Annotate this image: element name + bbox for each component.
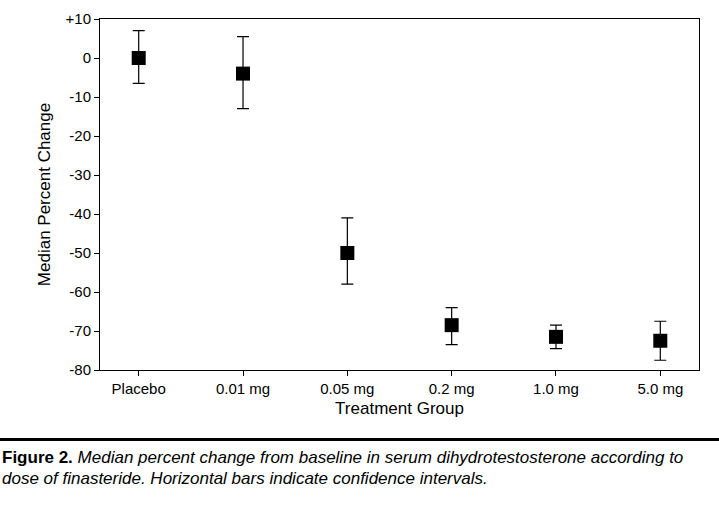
svg-text:-70: -70 [69, 322, 91, 339]
svg-text:-80: -80 [69, 361, 91, 378]
svg-text:-60: -60 [69, 283, 91, 300]
svg-text:-50: -50 [69, 244, 91, 261]
svg-text:5.0 mg: 5.0 mg [637, 380, 683, 397]
svg-text:Median Percent Change: Median Percent Change [35, 103, 54, 286]
svg-text:-40: -40 [69, 205, 91, 222]
svg-text:Placebo: Placebo [112, 380, 166, 397]
svg-text:0.2 mg: 0.2 mg [429, 380, 475, 397]
svg-text:0.01 mg: 0.01 mg [216, 380, 270, 397]
svg-text:-20: -20 [69, 127, 91, 144]
svg-text:1.0 mg: 1.0 mg [533, 380, 579, 397]
svg-text:Treatment Group: Treatment Group [335, 399, 464, 418]
svg-text:+10: +10 [66, 10, 91, 27]
svg-text:-30: -30 [69, 166, 91, 183]
svg-text:0.05 mg: 0.05 mg [320, 380, 374, 397]
html-text:Figure 2. Median percent chang: Figure 2. Median percent change from bas… [2, 448, 684, 488]
svg-text:0: 0 [83, 49, 91, 66]
svg-text:-10: -10 [69, 88, 91, 105]
